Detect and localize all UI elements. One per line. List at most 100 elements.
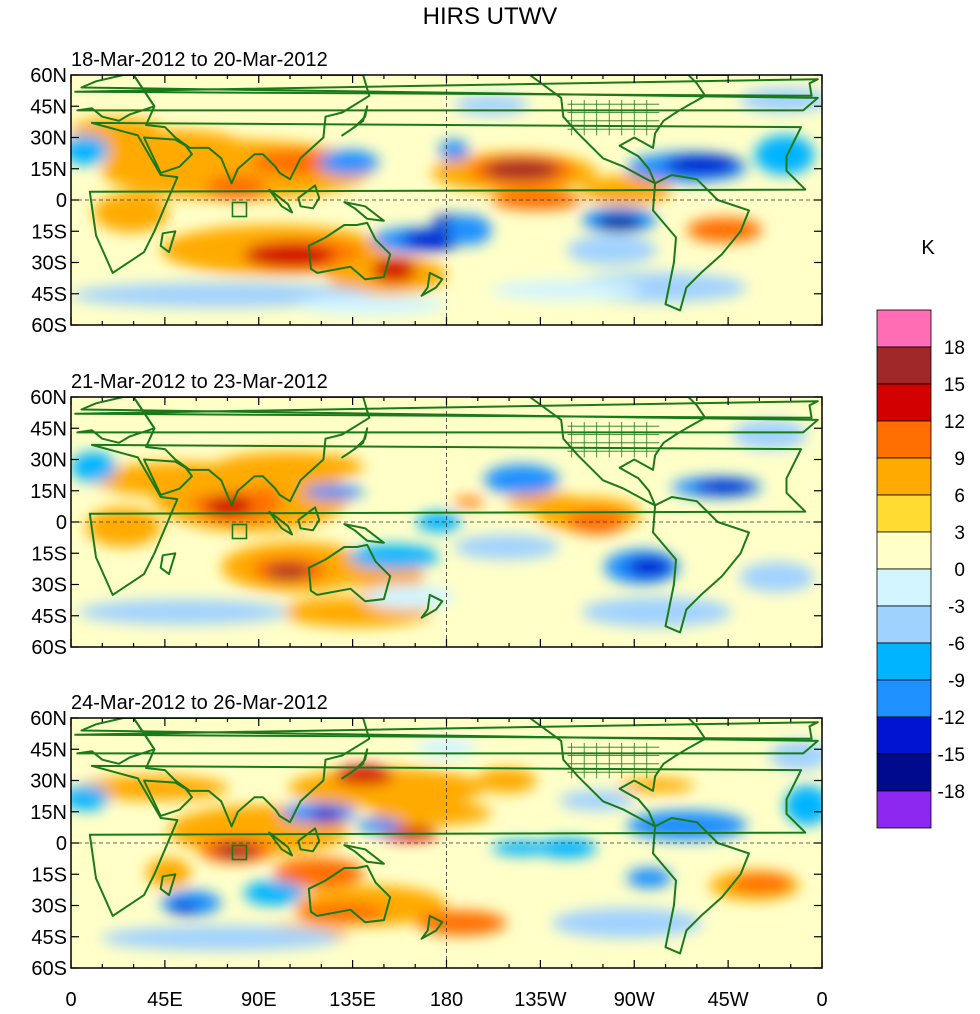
colorbar-segment	[876, 420, 932, 459]
colorbar-segment	[876, 753, 932, 792]
coastline	[74, 78, 819, 97]
anomaly-contour	[71, 785, 109, 811]
anomaly-contour	[273, 858, 364, 888]
anomaly-contour	[363, 584, 455, 610]
anomaly-contour	[664, 155, 740, 175]
longitude-axis: 0 45E 90E 135E 180 135W 90W 45W 0	[65, 989, 827, 1011]
anomaly-contour	[333, 765, 394, 786]
colorbar-label: 0	[954, 560, 965, 581]
map-panel-2: 60N 45N 30N 15N 0 15S 30S 45S 60S 21-Mar-2012 to …	[30, 371, 823, 659]
anomaly-contour	[71, 282, 372, 308]
coastline	[341, 427, 369, 459]
lat-tick-label: 60S	[31, 958, 67, 980]
lat-tick-label: 15S	[31, 864, 67, 886]
colorbar-label: -15	[938, 745, 965, 766]
anomaly-contour	[296, 295, 447, 315]
colorbar-label: 9	[954, 449, 965, 470]
axis-ticks	[70, 396, 823, 648]
colorbar-segment	[876, 679, 932, 718]
lat-tick-label: 30N	[30, 450, 67, 472]
coastline	[159, 873, 177, 897]
anomaly-contour	[101, 925, 342, 951]
anomaly-contour	[251, 150, 342, 175]
coastlines	[74, 718, 819, 955]
lat-tick-label: 15N	[30, 481, 67, 503]
anomaly-contour	[626, 557, 672, 577]
coastline	[470, 718, 707, 828]
lon-tick-label: 90W	[614, 989, 655, 1011]
coastline	[307, 543, 392, 603]
lat-tick-label: 15N	[30, 159, 67, 181]
coastline	[307, 864, 392, 924]
lat-tick-label: 0	[56, 833, 67, 855]
coastline	[343, 844, 385, 865]
anomaly-contour	[686, 217, 762, 243]
lat-tick-label: 60N	[30, 708, 67, 730]
anomaly-contour	[206, 492, 252, 517]
anomaly-contour	[596, 215, 642, 230]
coastline	[420, 593, 444, 619]
anomaly-contour	[694, 479, 755, 495]
coastline	[268, 831, 294, 857]
anomaly-contour	[438, 140, 470, 160]
panel-title: 18-Mar-2012 to 20-Mar-2012	[71, 49, 328, 71]
anomaly-contour	[213, 843, 259, 858]
lat-tick-label: 30N	[30, 771, 67, 793]
lat-tick-label: 30S	[31, 253, 67, 275]
anomaly-contour	[484, 464, 560, 495]
political-borders	[567, 100, 660, 136]
coastline	[695, 75, 731, 76]
anomaly-contour	[146, 858, 192, 888]
lon-tick-label: 135W	[514, 989, 566, 1011]
anomaly-contour	[491, 280, 642, 300]
coastline	[143, 136, 193, 174]
political-borders	[567, 743, 660, 779]
colorbar-label: -3	[948, 597, 965, 618]
coastline	[307, 221, 392, 281]
lat-tick-label: 60N	[30, 65, 67, 87]
colorbar-label: 3	[954, 523, 965, 544]
anomaly-field	[71, 87, 822, 315]
colorbar-segment	[876, 383, 932, 422]
lat-tick-label: 45N	[30, 96, 67, 118]
anomaly-contour	[739, 562, 815, 592]
anomaly-contour	[371, 257, 417, 283]
anomaly-contour	[454, 95, 530, 115]
anomaly-contour	[506, 492, 582, 512]
anomaly-contour	[731, 419, 807, 450]
lat-tick-label: 60S	[31, 637, 67, 659]
lat-tick-label: 45S	[31, 606, 67, 628]
lat-tick-label: 60N	[30, 387, 67, 409]
lon-tick-label: 180	[430, 989, 463, 1011]
coastline	[268, 510, 294, 536]
anomaly-contour	[626, 810, 747, 841]
anomaly-contour	[559, 790, 635, 811]
anomaly-contour	[303, 484, 364, 500]
coastline	[74, 400, 819, 419]
colorbar-segment	[876, 494, 932, 533]
anomaly-contour	[213, 452, 364, 482]
lat-tick-label: 45N	[30, 418, 67, 440]
anomaly-contour	[266, 564, 312, 580]
coastline	[343, 201, 385, 222]
lat-tick-label: 45N	[30, 739, 67, 761]
colorbar-label: -18	[938, 782, 965, 803]
lon-tick-label: 45W	[708, 989, 749, 1011]
map-panel-1: 60N 45N 30N 15N 0 15S 30S 45S 60S 18-Mar-2012 to …	[30, 49, 823, 337]
anomaly-contour	[206, 175, 267, 200]
colorbar-segment	[876, 605, 932, 644]
anomaly-contour	[581, 597, 732, 627]
anomaly-contour	[243, 242, 334, 268]
coastline	[88, 121, 807, 274]
lat-tick-label: 30N	[30, 128, 67, 150]
anomaly-contour	[356, 818, 402, 833]
colorbar-segment	[876, 568, 932, 607]
lat-tick-label: 45S	[31, 927, 67, 949]
anomaly-contour	[446, 215, 492, 245]
lon-tick-label: 0	[816, 989, 827, 1011]
coastline	[88, 764, 807, 917]
anomaly-contour	[86, 507, 162, 547]
coastline	[652, 174, 750, 312]
anomaly-contour	[71, 135, 109, 165]
anomaly-contour	[454, 534, 560, 560]
